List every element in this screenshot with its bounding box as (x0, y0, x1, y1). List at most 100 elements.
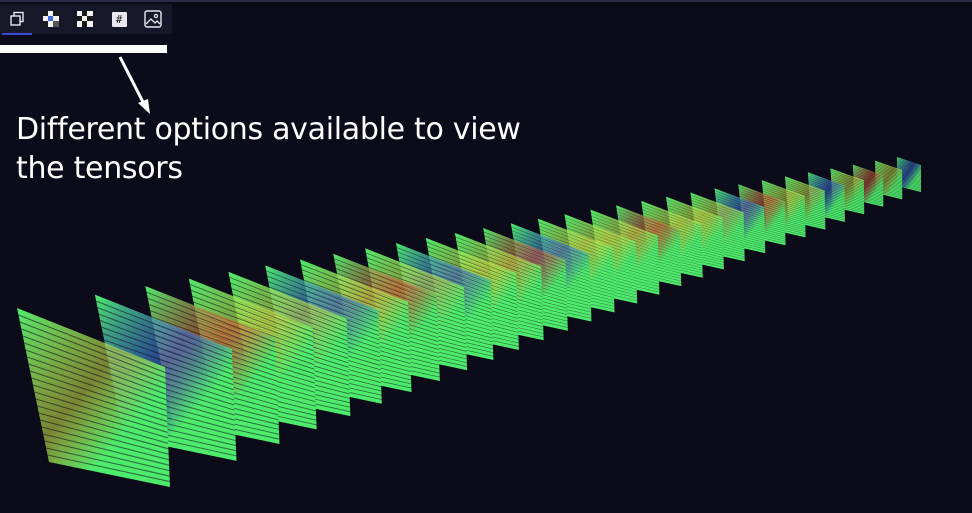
tensor-slice-row-line (18, 314, 166, 373)
tensor-slice-row-line (104, 339, 234, 386)
view-image-button[interactable] (136, 4, 170, 34)
tensor-slice-row-line (301, 269, 409, 311)
tensor-slice-row-line (785, 180, 825, 195)
tensor-slice-row-line (485, 239, 566, 270)
tensor-slice-row-line (428, 250, 517, 284)
tensor-slice-row-line (511, 226, 590, 257)
tensor-slice-row-line (100, 320, 233, 370)
tensor-slice-row-line (762, 188, 805, 204)
tensor-slice-row-line (853, 172, 884, 183)
view-checker-a-button[interactable] (34, 4, 68, 34)
tensor-slice-row-line (715, 198, 765, 216)
tensor-slice-row-line (146, 291, 276, 343)
tensor-slice-row-line (691, 197, 744, 218)
tensor-slice-row-line (667, 210, 723, 230)
tensor-slice-row-line (591, 219, 658, 244)
tensor-slice-row-line (785, 186, 825, 200)
view-3d-button[interactable] (0, 4, 34, 35)
tensor-slice-row-line (268, 281, 379, 324)
tensor-slice-row-line (28, 363, 167, 412)
tensor-slice-row-line (831, 178, 865, 190)
tensor-slice-row-line (192, 295, 314, 342)
tensor-slice-row-line (591, 216, 658, 241)
tensor-slice-row-line (426, 241, 517, 277)
tensor-slice-row-line (592, 222, 659, 247)
tensor-slice-row-line (875, 162, 903, 172)
tensor-slice-row-line (232, 293, 348, 337)
tensor-slice-row-line (101, 326, 234, 375)
tensor-slice-row-line (896, 167, 922, 176)
tensor-slice-row-line (397, 251, 491, 288)
tensor-slice-row-line (785, 182, 825, 197)
tensor-slice-row-line (762, 186, 805, 202)
tensor-slice-row-line (830, 176, 864, 189)
tensor-slice-row-line (512, 230, 590, 261)
tensor-slice-row-line (539, 229, 613, 257)
view-checker-b-button[interactable] (68, 4, 102, 34)
tensor-slice-row-line (427, 246, 517, 281)
tensor-slice-row-line (875, 164, 903, 175)
tensor-slice-row-line (47, 454, 170, 483)
tensor-slice-row-line (896, 163, 922, 172)
tensor-slice-row-line (853, 169, 884, 180)
tensor-slice-row-line (808, 177, 845, 191)
tensor-slice-row-line (875, 163, 903, 173)
tensor-slice-row-line (830, 169, 864, 183)
tensor-slice-row-line (667, 204, 723, 226)
tensor-slice-row-line (896, 166, 922, 174)
tensor-slice-row-line (97, 307, 233, 360)
tensor-slice-row-line (738, 188, 785, 206)
tensor-slice-row-line (96, 300, 233, 355)
tensor-slice-row-line (336, 273, 438, 311)
tensor-slice-row-line (875, 166, 903, 176)
tensor-slice-row-line (151, 316, 277, 363)
tensor-slice-row-line (267, 275, 379, 319)
tensor-slice-row-line (691, 202, 744, 222)
tensor-slice-row-line (692, 205, 744, 224)
tensor-slice-row-line (303, 279, 409, 319)
tensor-slice-row-line (266, 270, 379, 315)
tensor-slice-row-line (512, 234, 590, 264)
tensor-slice-row-line (193, 301, 314, 347)
stack-icon (10, 11, 24, 26)
tensor-slice-row-line (24, 342, 167, 395)
tensor-slice-row-line (21, 328, 166, 384)
tensor-slice-row-line (19, 321, 166, 379)
tensor-slice-row-line (896, 160, 922, 169)
tensor-slice-row-line (335, 268, 438, 307)
tensor-slice-row-line (785, 188, 825, 202)
tensor-slice-row-line (396, 247, 491, 284)
tensor-slice-row-line (38, 412, 169, 450)
tensor-slice-row-line (896, 162, 922, 171)
tensor-slice-row-line (642, 206, 702, 229)
tensor-slice-row-line (41, 426, 170, 461)
tensor-slice-row-line (566, 227, 636, 253)
tensor-slice-row-line (641, 203, 702, 227)
tensor-slice-row-line (852, 167, 884, 179)
tensor-slice-row-line (300, 264, 409, 307)
tensor-slice-row-line (191, 289, 314, 338)
tensor-slice-row-line (428, 255, 517, 288)
tensor-slice-row-line (691, 200, 744, 220)
tensor-slice-row-line (483, 231, 566, 264)
tensor-slice-row-line (150, 310, 277, 358)
tensor-slice-row-line (617, 217, 681, 240)
tensor-slice-row-line (896, 164, 922, 173)
tensor-slice-row-line (365, 252, 465, 292)
tensor-slice-row-line (761, 182, 805, 199)
tensor-slice-row-line (231, 288, 348, 333)
tensor-slice-row-line (590, 212, 658, 239)
tensor-slice-row-line (566, 224, 636, 251)
tensor-slice-row-line (34, 391, 168, 433)
tensor-slice-row-line (853, 174, 884, 184)
tensor-slice-row-line (45, 447, 170, 477)
view-numeric-button[interactable]: # (102, 4, 136, 34)
tensor-slice-row-line (875, 169, 903, 179)
annotation-text: Different options available to view the … (16, 112, 521, 186)
tensor-slice-row-line (738, 191, 785, 208)
tensor-slice-row-line (229, 276, 347, 324)
tensor-slice-row-line (230, 282, 348, 328)
tensor-slice-row-line (762, 190, 806, 206)
tensor-slice-row-line (456, 245, 542, 277)
